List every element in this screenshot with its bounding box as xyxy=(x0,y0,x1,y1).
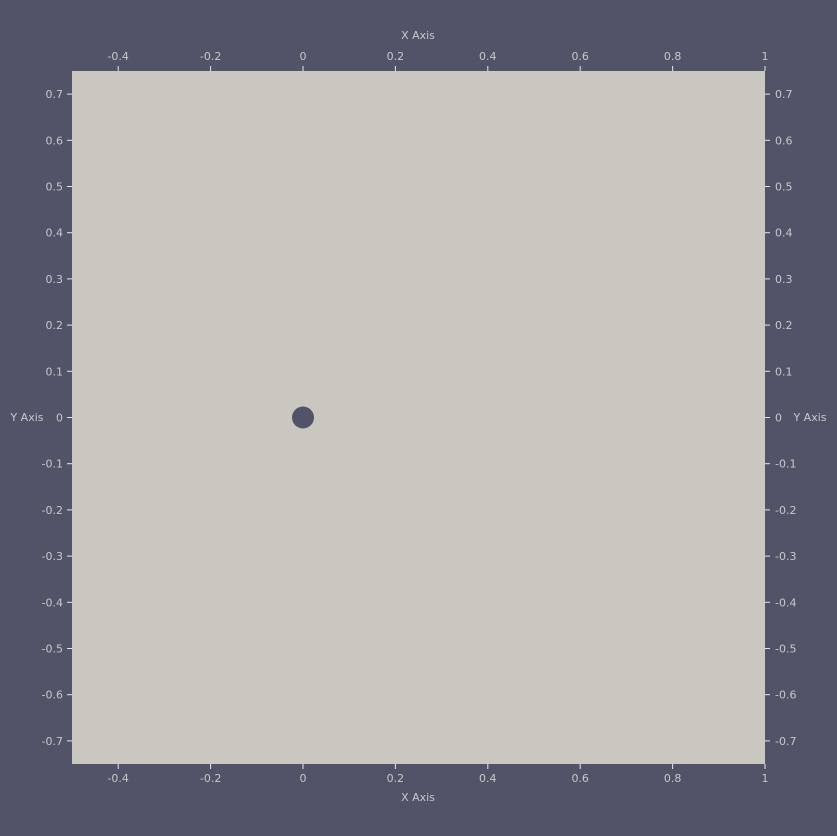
y-tick-label-right: -0.5 xyxy=(775,643,796,656)
y-tick-label-right: -0.6 xyxy=(775,689,796,702)
plot-area xyxy=(72,71,765,764)
y-tick-label-right: 0.7 xyxy=(775,88,793,101)
y-tick-label-right: 0.3 xyxy=(775,273,793,286)
y-tick-label-right: 0.4 xyxy=(775,227,793,240)
y-tick-label-left: 0.4 xyxy=(46,227,64,240)
x-tick-label-top: 0.4 xyxy=(479,50,497,63)
y-tick-label-right: -0.2 xyxy=(775,504,796,517)
x-tick-label-top: 0.2 xyxy=(387,50,405,63)
x-tick-label-top: -0.2 xyxy=(200,50,221,63)
y-tick-label-right: -0.1 xyxy=(775,458,796,471)
x-tick-label-bottom: 0.6 xyxy=(571,772,589,785)
x-tick-label-top: -0.4 xyxy=(107,50,128,63)
data-point xyxy=(292,406,314,429)
tick-marks xyxy=(67,66,770,769)
x-tick-label-bottom: 0.2 xyxy=(387,772,405,785)
x-tick-label-bottom: -0.2 xyxy=(200,772,221,785)
y-tick-label-right: -0.4 xyxy=(775,596,796,609)
y-tick-label-left: 0.1 xyxy=(46,365,64,378)
y-tick-label-left: -0.7 xyxy=(42,735,63,748)
y-tick-label-left: 0.7 xyxy=(46,88,64,101)
y-tick-label-left: 0.3 xyxy=(46,273,64,286)
y-tick-label-left: 0.5 xyxy=(46,181,64,194)
y-tick-label-left: 0 xyxy=(56,412,63,425)
x-tick-label-top: 0.6 xyxy=(571,50,589,63)
y-tick-label-right: -0.3 xyxy=(775,550,796,563)
x-tick-label-bottom: 1 xyxy=(762,772,769,785)
y-tick-label-right: 0.6 xyxy=(775,134,793,147)
y-tick-label-left: -0.3 xyxy=(42,550,63,563)
y-tick-label-right: 0.1 xyxy=(775,365,793,378)
x-axis-title-top: X Axis xyxy=(401,29,435,42)
y-tick-label-left: -0.2 xyxy=(42,504,63,517)
y-axis-title-right: Y Axis xyxy=(792,411,826,424)
y-tick-label-right: 0.5 xyxy=(775,181,793,194)
x-tick-label-bottom: 0.8 xyxy=(664,772,682,785)
y-tick-label-left: -0.1 xyxy=(42,458,63,471)
y-tick-label-right: 0.2 xyxy=(775,319,793,332)
x-tick-label-bottom: 0 xyxy=(300,772,307,785)
y-tick-label-left: 0.6 xyxy=(46,134,64,147)
x-tick-label-bottom: 0.4 xyxy=(479,772,497,785)
y-axis-title-left: Y Axis xyxy=(9,411,43,424)
y-tick-label-left: -0.5 xyxy=(42,643,63,656)
x-tick-label-bottom: -0.4 xyxy=(107,772,128,785)
y-tick-label-right: 0 xyxy=(775,412,782,425)
tick-labels: -0.4 -0.4 -0.2 -0.2 0 0 0.2 0.2 0.4 0.4 0.6 0.6 0.8 0… xyxy=(42,50,797,785)
y-tick-label-left: -0.4 xyxy=(42,596,63,609)
x-axis-title-bottom: X Axis xyxy=(401,791,435,804)
y-tick-label-right: -0.7 xyxy=(775,735,796,748)
y-tick-label-left: -0.6 xyxy=(42,689,63,702)
x-tick-label-top: 0 xyxy=(300,50,307,63)
x-tick-label-top: 0.8 xyxy=(664,50,682,63)
x-tick-label-top: 1 xyxy=(762,50,769,63)
y-tick-label-left: 0.2 xyxy=(46,319,64,332)
data-points xyxy=(292,406,314,429)
